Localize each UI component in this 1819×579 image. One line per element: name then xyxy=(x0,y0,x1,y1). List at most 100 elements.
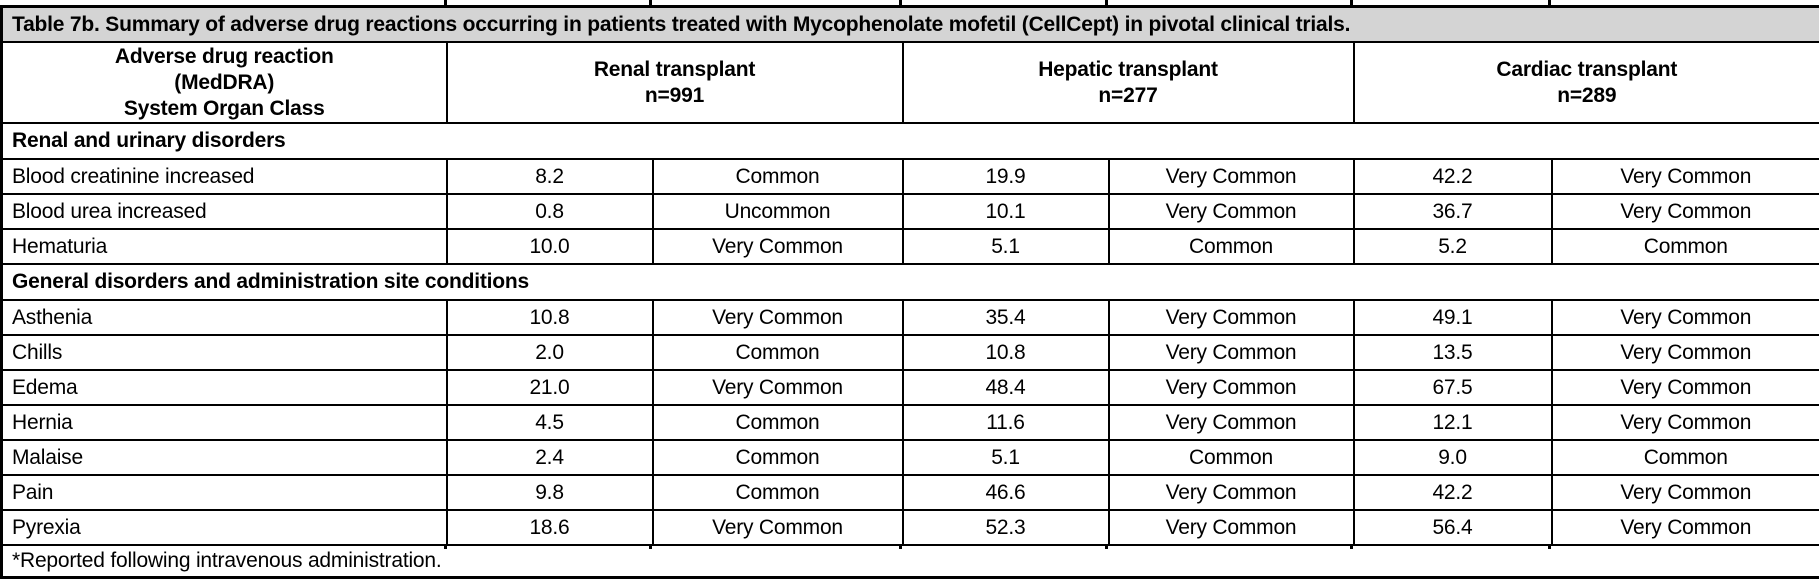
pct-cell: 18.6 xyxy=(447,510,653,545)
table-row: Hernia 4.5 Common 11.6 Very Common 12.1 … xyxy=(2,405,1819,440)
freq-cell: Common xyxy=(653,440,903,475)
column-header-renal-transplant: Renal transplant n=991 xyxy=(447,42,903,123)
pct-cell: 9.0 xyxy=(1354,440,1552,475)
reaction-cell: Hematuria xyxy=(2,229,447,264)
freq-cell: Very Common xyxy=(653,300,903,335)
reaction-cell: Blood creatinine increased xyxy=(2,159,447,194)
pct-cell: 46.6 xyxy=(903,475,1109,510)
table-row: Asthenia 10.8 Very Common 35.4 Very Comm… xyxy=(2,300,1819,335)
freq-cell: Common xyxy=(1552,229,1819,264)
freq-cell: Very Common xyxy=(1552,370,1819,405)
freq-cell: Very Common xyxy=(1552,335,1819,370)
adverse-drug-reactions-table: Table 7b. Summary of adverse drug reacti… xyxy=(0,5,1819,579)
freq-cell: Very Common xyxy=(1552,194,1819,229)
pct-cell: 21.0 xyxy=(447,370,653,405)
reaction-cell: Pyrexia xyxy=(2,510,447,545)
renal-transplant-label: Renal transplant xyxy=(448,57,902,83)
freq-cell: Very Common xyxy=(1109,405,1354,440)
pct-cell: 8.2 xyxy=(447,159,653,194)
pct-cell: 42.2 xyxy=(1354,159,1552,194)
table-row: Pain 9.8 Common 46.6 Very Common 42.2 Ve… xyxy=(2,475,1819,510)
footnote-row: *Reported following intravenous administ… xyxy=(2,545,1819,578)
pct-cell: 4.5 xyxy=(447,405,653,440)
freq-cell: Very Common xyxy=(1552,475,1819,510)
freq-cell: Very Common xyxy=(1109,335,1354,370)
section-header-renal-urinary: Renal and urinary disorders xyxy=(2,123,1819,159)
section-header-row: Renal and urinary disorders xyxy=(2,123,1819,159)
hepatic-transplant-label: Hepatic transplant xyxy=(904,57,1353,83)
table-row: Hematuria 10.0 Very Common 5.1 Common 5.… xyxy=(2,229,1819,264)
pct-cell: 5.1 xyxy=(903,229,1109,264)
pct-cell: 10.8 xyxy=(447,300,653,335)
freq-cell: Common xyxy=(653,159,903,194)
pct-cell: 56.4 xyxy=(1354,510,1552,545)
reaction-cell: Malaise xyxy=(2,440,447,475)
column-header-hepatic-transplant: Hepatic transplant n=277 xyxy=(903,42,1354,123)
freq-cell: Very Common xyxy=(1109,510,1354,545)
pct-cell: 42.2 xyxy=(1354,475,1552,510)
column-header-reaction-line1: Adverse drug reaction xyxy=(3,44,446,70)
freq-cell: Very Common xyxy=(1109,475,1354,510)
reaction-cell: Pain xyxy=(2,475,447,510)
freq-cell: Common xyxy=(1109,229,1354,264)
pct-cell: 5.2 xyxy=(1354,229,1552,264)
pct-cell: 12.1 xyxy=(1354,405,1552,440)
column-header-reaction-line2: (MedDRA) xyxy=(3,70,446,96)
pct-cell: 67.5 xyxy=(1354,370,1552,405)
pct-cell: 10.1 xyxy=(903,194,1109,229)
freq-cell: Very Common xyxy=(653,229,903,264)
column-header-reaction: Adverse drug reaction (MedDRA) System Or… xyxy=(2,42,447,123)
table-row: Edema 21.0 Very Common 48.4 Very Common … xyxy=(2,370,1819,405)
cardiac-transplant-n: n=289 xyxy=(1355,83,1819,109)
pct-cell: 19.9 xyxy=(903,159,1109,194)
pct-cell: 10.8 xyxy=(903,335,1109,370)
pct-cell: 35.4 xyxy=(903,300,1109,335)
pct-cell: 13.5 xyxy=(1354,335,1552,370)
table-row: Malaise 2.4 Common 5.1 Common 9.0 Common xyxy=(2,440,1819,475)
pct-cell: 0.8 xyxy=(447,194,653,229)
freq-cell: Common xyxy=(1109,440,1354,475)
reaction-cell: Hernia xyxy=(2,405,447,440)
freq-cell: Very Common xyxy=(1552,510,1819,545)
pct-cell: 52.3 xyxy=(903,510,1109,545)
freq-cell: Very Common xyxy=(1552,159,1819,194)
column-header-cardiac-transplant: Cardiac transplant n=289 xyxy=(1354,42,1819,123)
reaction-cell: Chills xyxy=(2,335,447,370)
pct-cell: 9.8 xyxy=(447,475,653,510)
freq-cell: Very Common xyxy=(653,370,903,405)
freq-cell: Very Common xyxy=(1109,159,1354,194)
cardiac-transplant-label: Cardiac transplant xyxy=(1355,57,1819,83)
pct-cell: 11.6 xyxy=(903,405,1109,440)
section-header-row: General disorders and administration sit… xyxy=(2,264,1819,300)
table-header-row: Adverse drug reaction (MedDRA) System Or… xyxy=(2,42,1819,123)
document-page: Table 7b. Summary of adverse drug reacti… xyxy=(0,0,1819,549)
reaction-cell: Blood urea increased xyxy=(2,194,447,229)
pct-cell: 48.4 xyxy=(903,370,1109,405)
freq-cell: Common xyxy=(653,335,903,370)
freq-cell: Common xyxy=(653,475,903,510)
renal-transplant-n: n=991 xyxy=(448,83,902,109)
section-header-general-disorders: General disorders and administration sit… xyxy=(2,264,1819,300)
hepatic-transplant-n: n=277 xyxy=(904,83,1353,109)
freq-cell: Common xyxy=(653,405,903,440)
table-row: Blood urea increased 0.8 Uncommon 10.1 V… xyxy=(2,194,1819,229)
reaction-cell: Asthenia xyxy=(2,300,447,335)
reaction-cell: Edema xyxy=(2,370,447,405)
table-title-row: Table 7b. Summary of adverse drug reacti… xyxy=(2,7,1819,43)
freq-cell: Very Common xyxy=(1552,405,1819,440)
freq-cell: Very Common xyxy=(1109,370,1354,405)
freq-cell: Very Common xyxy=(1552,300,1819,335)
freq-cell: Very Common xyxy=(1109,194,1354,229)
freq-cell: Very Common xyxy=(653,510,903,545)
pct-cell: 2.4 xyxy=(447,440,653,475)
table-row: Pyrexia 18.6 Very Common 52.3 Very Commo… xyxy=(2,510,1819,545)
freq-cell: Very Common xyxy=(1109,300,1354,335)
pct-cell: 5.1 xyxy=(903,440,1109,475)
freq-cell: Uncommon xyxy=(653,194,903,229)
pct-cell: 2.0 xyxy=(447,335,653,370)
table-row: Chills 2.0 Common 10.8 Very Common 13.5 … xyxy=(2,335,1819,370)
table-row: Blood creatinine increased 8.2 Common 19… xyxy=(2,159,1819,194)
footnote: *Reported following intravenous administ… xyxy=(2,545,1819,578)
table-title: Table 7b. Summary of adverse drug reacti… xyxy=(2,7,1819,43)
column-header-reaction-line3: System Organ Class xyxy=(3,96,446,122)
